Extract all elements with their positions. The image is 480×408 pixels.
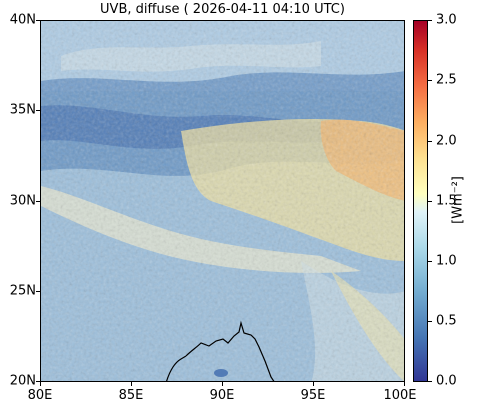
colorbar-tickmark bbox=[428, 321, 432, 322]
map-panel bbox=[40, 20, 405, 382]
y-tickmark bbox=[36, 201, 40, 202]
map-title: UVB, diffuse ( 2026-04-11 04:10 UTC) bbox=[100, 2, 345, 17]
colorbar-tickmark bbox=[428, 141, 432, 142]
colorbar-tickmark bbox=[428, 20, 432, 21]
y-tickmark bbox=[36, 381, 40, 382]
x-tick-label: 100E bbox=[383, 388, 417, 403]
colorbar-tick-label: 1.0 bbox=[436, 253, 457, 269]
colorbar-tick-label: 3.0 bbox=[436, 12, 457, 28]
colorbar-tickmark bbox=[428, 261, 432, 262]
colorbar bbox=[413, 20, 428, 382]
x-tick-label: 85E bbox=[118, 388, 144, 403]
colorbar-tick-label: 0.0 bbox=[436, 373, 457, 389]
x-tickmark bbox=[404, 382, 405, 386]
y-tickmark bbox=[36, 110, 40, 111]
colorbar-tick-label: 0.5 bbox=[436, 313, 457, 329]
y-tickmark bbox=[36, 291, 40, 292]
coastline bbox=[185, 320, 275, 381]
colorbar-tickmark bbox=[428, 80, 432, 81]
x-tickmark bbox=[131, 382, 132, 386]
colorbar-tick-label: 2.5 bbox=[436, 72, 457, 88]
x-tickmark bbox=[313, 382, 314, 386]
colorbar-tickmark bbox=[428, 201, 432, 202]
colorbar-tickmark bbox=[428, 381, 432, 382]
colorbar-tick-label: 2.0 bbox=[436, 133, 457, 149]
x-tick-label: 80E bbox=[27, 388, 53, 403]
colorbar-tick-label: 1.5 bbox=[436, 193, 457, 209]
x-tickmark bbox=[40, 382, 41, 386]
y-tick-label: 25N bbox=[9, 283, 36, 299]
x-tick-label: 90E bbox=[209, 388, 235, 403]
x-tick-label: 95E bbox=[300, 388, 326, 403]
y-tick-label: 35N bbox=[9, 102, 36, 118]
y-tick-label: 20N bbox=[9, 373, 36, 389]
y-tickmark bbox=[36, 20, 40, 21]
y-tick-label: 30N bbox=[9, 193, 36, 209]
y-tick-label: 40N bbox=[9, 12, 36, 28]
uvb-field-map bbox=[41, 21, 404, 381]
x-tickmark bbox=[222, 382, 223, 386]
colorbar-unit-label: [Wm⁻²] bbox=[450, 176, 466, 224]
